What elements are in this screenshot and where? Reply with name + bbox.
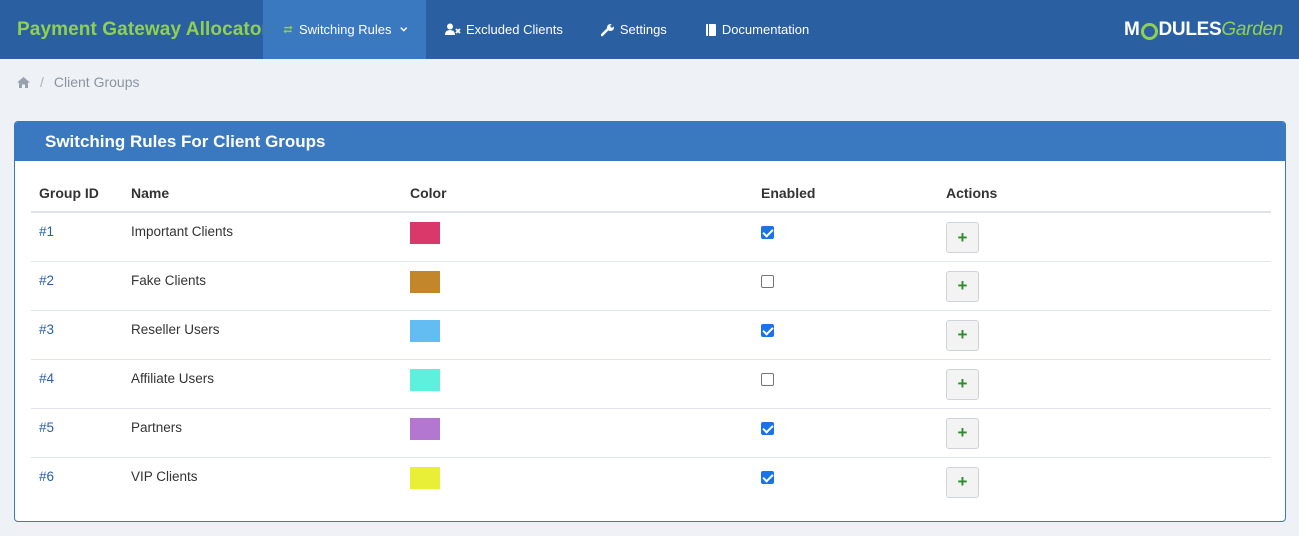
group-id-cell: #5 bbox=[31, 408, 123, 458]
nav-label: Documentation bbox=[721, 22, 810, 37]
actions-cell: + bbox=[938, 261, 1271, 311]
enabled-cell bbox=[753, 310, 938, 360]
group-name: Reseller Users bbox=[131, 321, 220, 337]
nav-excluded-clients[interactable]: Excluded Clients bbox=[426, 0, 582, 59]
group-name-cell: Reseller Users bbox=[123, 310, 402, 360]
nav-documentation[interactable]: Documentation bbox=[686, 0, 828, 59]
group-color-cell bbox=[402, 359, 753, 409]
group-id-link[interactable]: #3 bbox=[39, 321, 55, 337]
nav-switching-rules[interactable]: Switching Rules bbox=[263, 0, 426, 59]
add-rule-button[interactable]: + bbox=[946, 466, 979, 498]
group-id-link[interactable]: #1 bbox=[39, 224, 55, 239]
table-row: #6 VIP Clients + bbox=[31, 457, 1271, 506]
table-row: #3 Reseller Users + bbox=[31, 310, 1271, 360]
refresh-icon bbox=[283, 25, 293, 34]
group-id-cell: #2 bbox=[31, 261, 123, 311]
enabled-cell bbox=[753, 457, 938, 506]
group-name: Fake Clients bbox=[131, 272, 207, 288]
actions-cell: + bbox=[938, 359, 1271, 409]
group-id-cell: #6 bbox=[31, 457, 123, 506]
breadcrumb: / Client Groups bbox=[17, 74, 139, 90]
col-group-id: Group ID bbox=[31, 177, 123, 213]
enabled-checkbox[interactable] bbox=[761, 421, 774, 435]
client-groups-panel: Switching Rules For Client Groups Group … bbox=[14, 121, 1286, 522]
group-color-cell bbox=[402, 457, 753, 506]
group-id-link[interactable]: #6 bbox=[39, 468, 55, 484]
color-swatch bbox=[410, 466, 440, 489]
nav-settings[interactable]: Settings bbox=[582, 0, 686, 59]
wrench-icon bbox=[600, 23, 614, 36]
nav-label: Settings bbox=[619, 22, 667, 37]
color-swatch bbox=[410, 270, 440, 293]
app-title[interactable]: Payment Gateway Allocator bbox=[17, 18, 270, 40]
col-color: Color bbox=[402, 177, 753, 213]
group-color-cell bbox=[402, 212, 753, 262]
user-exclude-icon bbox=[445, 23, 461, 35]
group-id-cell: #4 bbox=[31, 359, 123, 409]
enabled-cell bbox=[753, 212, 938, 262]
group-name: VIP Clients bbox=[131, 468, 198, 484]
table-row: #2 Fake Clients + bbox=[31, 261, 1271, 311]
col-actions: Actions bbox=[938, 177, 1271, 213]
modulesgarden-logo: M DULES Garden bbox=[1123, 19, 1283, 40]
group-color-cell bbox=[402, 310, 753, 360]
top-navbar: Payment Gateway Allocator Switching Rule… bbox=[0, 0, 1299, 59]
color-swatch bbox=[410, 417, 440, 440]
logo-o-icon bbox=[1140, 22, 1158, 40]
breadcrumb-separator: / bbox=[40, 74, 44, 90]
group-id-link[interactable]: #5 bbox=[39, 419, 55, 435]
add-rule-button[interactable]: + bbox=[946, 417, 979, 449]
group-name: Important Clients bbox=[131, 224, 234, 239]
color-swatch bbox=[410, 368, 440, 391]
group-name: Partners bbox=[131, 419, 183, 435]
group-id-link[interactable]: #2 bbox=[39, 272, 55, 288]
enabled-checkbox[interactable] bbox=[761, 226, 774, 239]
add-rule-button[interactable]: + bbox=[946, 368, 979, 400]
table-row: #4 Affiliate Users + bbox=[31, 359, 1271, 409]
table-header-row: Group ID Name Color Enabled Actions bbox=[31, 177, 1271, 213]
color-swatch bbox=[410, 222, 440, 244]
group-color-cell bbox=[402, 408, 753, 458]
nav-label: Excluded Clients bbox=[466, 22, 563, 37]
table-row: #1 Important Clients + bbox=[31, 212, 1271, 262]
color-swatch bbox=[410, 319, 440, 342]
add-rule-button[interactable]: + bbox=[946, 319, 979, 351]
col-enabled: Enabled bbox=[753, 177, 938, 213]
enabled-checkbox[interactable] bbox=[761, 274, 774, 288]
breadcrumb-current: Client Groups bbox=[53, 74, 140, 90]
group-name-cell: Affiliate Users bbox=[123, 359, 402, 409]
book-icon bbox=[705, 23, 716, 36]
panel-title: Switching Rules For Client Groups bbox=[15, 122, 1285, 161]
enabled-cell bbox=[753, 359, 938, 409]
enabled-cell bbox=[753, 408, 938, 458]
nav-label: Switching Rules bbox=[299, 22, 392, 37]
group-id-cell: #3 bbox=[31, 310, 123, 360]
add-rule-button[interactable]: + bbox=[946, 270, 979, 302]
actions-cell: + bbox=[938, 212, 1271, 262]
actions-cell: + bbox=[938, 457, 1271, 506]
actions-cell: + bbox=[938, 408, 1271, 458]
enabled-cell bbox=[753, 261, 938, 311]
client-groups-table: Group ID Name Color Enabled Actions #1 Im… bbox=[31, 177, 1271, 506]
group-name-cell: Fake Clients bbox=[123, 261, 402, 311]
group-name-cell: VIP Clients bbox=[123, 457, 402, 506]
chevron-down-icon bbox=[399, 27, 407, 32]
group-id-cell: #1 bbox=[31, 212, 123, 262]
group-id-link[interactable]: #4 bbox=[39, 370, 55, 386]
add-rule-button[interactable]: + bbox=[946, 222, 979, 253]
actions-cell: + bbox=[938, 310, 1271, 360]
home-icon[interactable] bbox=[17, 76, 30, 88]
table-row: #5 Partners + bbox=[31, 408, 1271, 458]
group-color-cell bbox=[402, 261, 753, 311]
group-name-cell: Important Clients bbox=[123, 212, 402, 262]
enabled-checkbox[interactable] bbox=[761, 323, 774, 337]
col-name: Name bbox=[123, 177, 402, 213]
group-name: Affiliate Users bbox=[131, 370, 215, 386]
group-name-cell: Partners bbox=[123, 408, 402, 458]
enabled-checkbox[interactable] bbox=[761, 470, 774, 484]
enabled-checkbox[interactable] bbox=[761, 372, 774, 386]
